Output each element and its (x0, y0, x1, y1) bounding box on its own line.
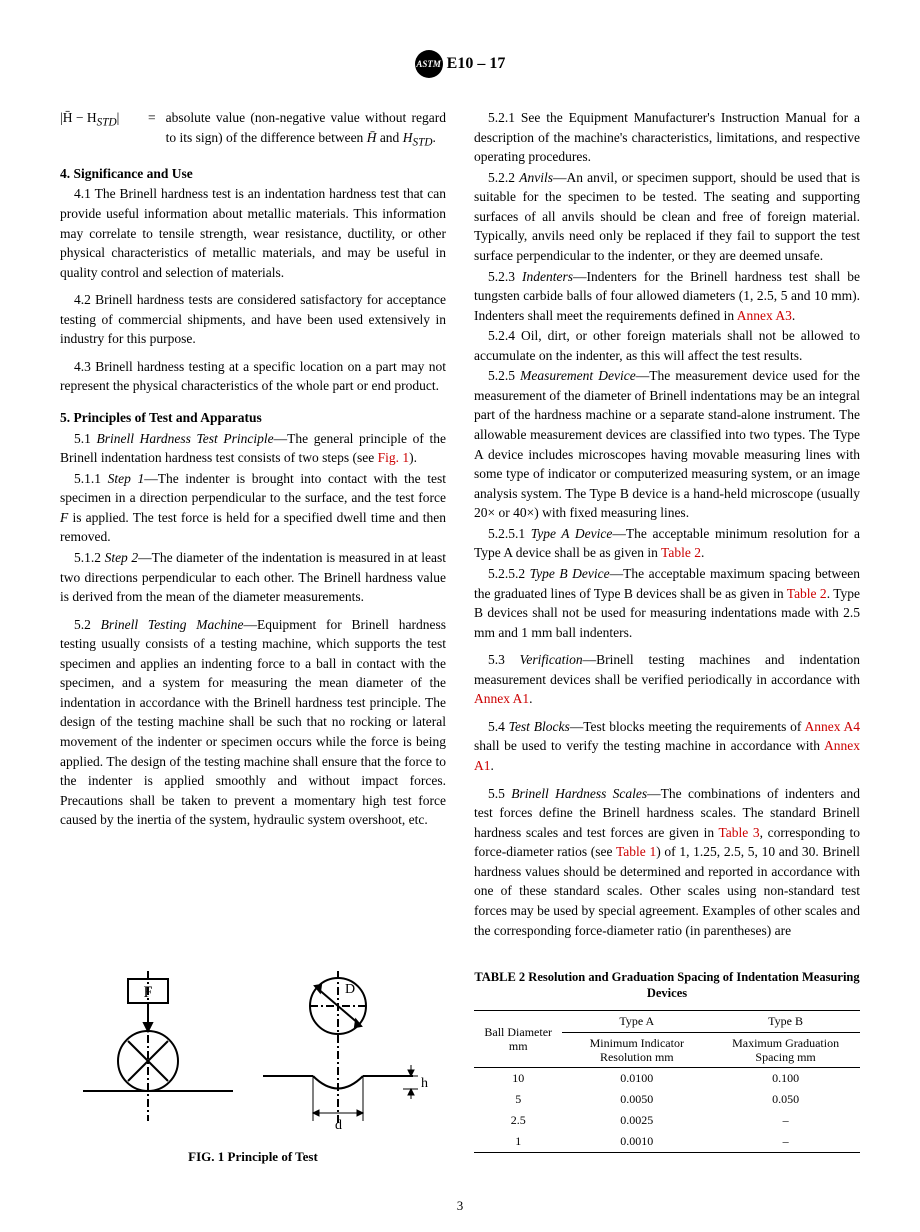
para-5-1-1: 5.1.1 Step 1—The indenter is brought int… (60, 469, 446, 547)
right-column: 5.2.1 See the Equipment Manufacturer's I… (474, 108, 860, 941)
para-4-3: 4.3 Brinell hardness testing at a specif… (60, 357, 446, 396)
annex-a3-link[interactable]: Annex A3 (737, 308, 792, 323)
svg-text:D: D (345, 982, 355, 997)
astm-logo-icon: ASTM (415, 50, 443, 78)
table-2-link-a[interactable]: Table 2 (661, 545, 701, 560)
table-column: TABLE 2 Resolution and Graduation Spacin… (474, 941, 860, 1165)
para-5-4: 5.4 Test Blocks—Test blocks meeting the … (474, 717, 860, 776)
annex-a4-link[interactable]: Annex A4 (804, 719, 860, 734)
para-5-2-3: 5.2.3 Indenters—Indenters for the Brinel… (474, 267, 860, 326)
table-row: 50.00500.050 (474, 1089, 860, 1110)
table-row: 2.50.0025– (474, 1110, 860, 1131)
para-5-1-2: 5.1.2 Step 2—The diameter of the indenta… (60, 548, 446, 607)
svg-text:d: d (335, 1118, 342, 1133)
col-type-b: Type B (711, 1010, 860, 1032)
figure-column: F (60, 941, 446, 1165)
table-3-link[interactable]: Table 3 (718, 825, 759, 840)
left-column: |H̄ − HSTD| = absolute value (non-negati… (60, 108, 446, 941)
bottom-row: F (60, 941, 860, 1165)
page-number: 3 (0, 1198, 920, 1214)
para-4-2: 4.2 Brinell hardness tests are considere… (60, 290, 446, 349)
para-5-1: 5.1 Brinell Hardness Test Principle—The … (60, 429, 446, 468)
page-header: ASTM E10 – 17 (60, 50, 860, 78)
table-2-caption: TABLE 2 Resolution and Graduation Spacin… (474, 969, 860, 1002)
para-5-2-5-1: 5.2.5.1 Type A Device—The acceptable min… (474, 524, 860, 563)
figure-1: F (60, 961, 446, 1165)
para-5-2: 5.2 Brinell Testing Machine—Equipment fo… (60, 615, 446, 830)
para-5-2-1: 5.2.1 See the Equipment Manufacturer's I… (474, 108, 860, 167)
eq-sign: = (148, 108, 156, 152)
para-4-1: 4.1 The Brinell hardness test is an inde… (60, 184, 446, 282)
section-4-head: 4. Significance and Use (60, 164, 446, 184)
col-ball-diameter: Ball Diameter mm (474, 1010, 562, 1068)
table-row: 100.01000.100 (474, 1068, 860, 1090)
annex-a1-link-1[interactable]: Annex A1 (474, 691, 529, 706)
para-5-5: 5.5 Brinell Hardness Scales—The combinat… (474, 784, 860, 941)
table-2-grid: Ball Diameter mm Type A Type B Minimum I… (474, 1010, 860, 1154)
equation-definition: |H̄ − HSTD| = absolute value (non-negati… (60, 108, 446, 152)
section-5-head: 5. Principles of Test and Apparatus (60, 408, 446, 428)
col-type-a: Type A (562, 1010, 711, 1032)
figure-1-caption: FIG. 1 Principle of Test (60, 1149, 446, 1165)
svg-text:h: h (421, 1076, 428, 1091)
table-2: TABLE 2 Resolution and Graduation Spacin… (474, 969, 860, 1153)
col-a-sub: Minimum Indicator Resolution mm (562, 1032, 711, 1068)
eq-lhs: |H̄ − HSTD| (60, 108, 138, 152)
para-5-2-5-2: 5.2.5.2 Type B Device—The acceptable max… (474, 564, 860, 642)
table-2-link-b[interactable]: Table 2 (787, 586, 827, 601)
table-row: 10.0010– (474, 1131, 860, 1153)
eq-rhs: absolute value (non-negative value witho… (166, 108, 446, 152)
para-5-3: 5.3 Verification—Brinell testing machine… (474, 650, 860, 709)
col-b-sub: Maximum Graduation Spacing mm (711, 1032, 860, 1068)
fig-1-link[interactable]: Fig. 1 (378, 450, 410, 465)
para-5-2-2: 5.2.2 Anvils—An anvil, or specimen suppo… (474, 168, 860, 266)
para-5-2-4: 5.2.4 Oil, dirt, or other foreign materi… (474, 326, 860, 365)
para-5-2-5: 5.2.5 Measurement Device—The measurement… (474, 366, 860, 523)
table-1-link[interactable]: Table 1 (616, 844, 656, 859)
figure-1-svg: F (73, 961, 433, 1141)
main-columns: |H̄ − HSTD| = absolute value (non-negati… (60, 108, 860, 941)
designation-text: E10 – 17 (447, 55, 506, 73)
